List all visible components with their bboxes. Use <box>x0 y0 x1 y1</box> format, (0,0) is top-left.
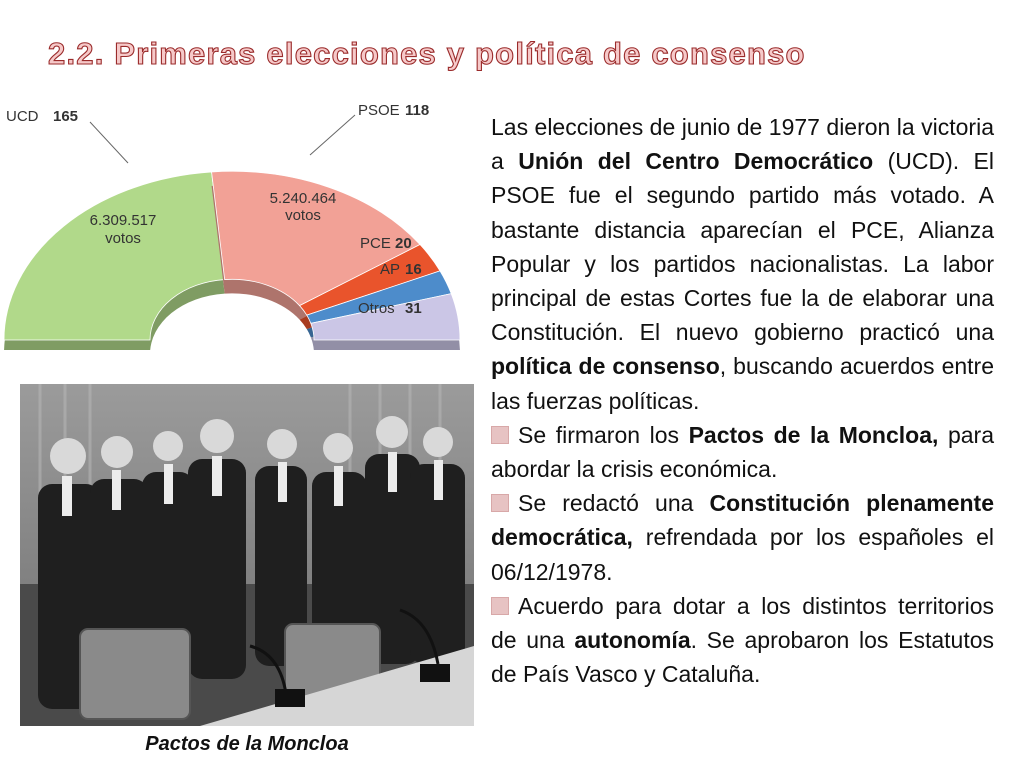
otros-label-name: Otros <box>358 300 395 317</box>
intro-text-3: , buscando acuerdos entre las fuerzas po… <box>491 353 995 414</box>
intro-text-1: Las elecciones de junio de 1977 dieron l… <box>491 114 994 175</box>
ucd-label-seats: 165 <box>53 108 78 125</box>
bullet-item-moncloa: Se firmaron los Pactos de la Moncloa, pa… <box>491 418 994 486</box>
square-bullet-icon <box>491 425 509 444</box>
slide-title: 2.2. Primeras elecciones y política de c… <box>47 35 806 71</box>
square-bullet-icon <box>491 494 509 513</box>
psoe-label-seats: 118 <box>405 102 429 119</box>
psoe-leader-line <box>309 114 356 156</box>
psoe-votes-word: votos <box>285 207 321 224</box>
ucd-votes: 6.309.517 <box>90 212 157 229</box>
intro-paragraph: Las elecciones de junio de 1977 dieron l… <box>491 110 994 418</box>
bullet-3-text-a: Acuerdo para dotar a los distintos terri… <box>491 592 994 654</box>
intro-bold-consenso: política de consenso <box>491 353 720 380</box>
ap-label-seats: 16 <box>405 261 422 278</box>
seat-chart: UCD 165 PSOE 118 6.309.517 votos 5.240.4… <box>3 102 461 350</box>
ucd-label-name: UCD <box>6 108 39 125</box>
bullet-item-autonomia: Acuerdo para dotar a los distintos terri… <box>491 589 994 692</box>
intro-bold-ucd: Unión del Centro Democrático <box>518 148 874 175</box>
bullet-2-text-c: refrendada por los españoles el 06/12/19… <box>491 524 994 585</box>
slice-ucd <box>3 171 226 341</box>
bullet-2-bold: Constitución plenamente democrática, <box>491 490 994 551</box>
photo-caption: Pactos de la Moncloa <box>145 733 349 755</box>
bullet-3-text-c: . Se aprobaron los Estatutos de País Vas… <box>491 627 994 688</box>
otros-label-seats: 31 <box>405 300 422 317</box>
ucd-leader-line <box>89 121 129 164</box>
ap-label-name: AP <box>380 261 400 278</box>
ucd-votes-word: votos <box>105 230 141 247</box>
pce-label-seats: 20 <box>395 235 412 252</box>
slice-otros <box>310 293 461 341</box>
moncloa-photo <box>20 384 474 726</box>
bullet-3-bold: autonomía <box>574 627 691 654</box>
photo-illustration <box>20 384 474 726</box>
pce-label-name: PCE <box>360 235 391 252</box>
bullet-2-text-a: Se redactó una <box>518 490 710 517</box>
bullet-item-constitucion: Se redactó una Constitución plenamente d… <box>491 486 994 589</box>
square-bullet-icon <box>491 596 509 615</box>
bullet-1-text-a: Se firmaron los <box>518 421 689 448</box>
psoe-label-name: PSOE <box>358 102 400 119</box>
bullet-1-text-c: para abordar la crisis económica. <box>491 421 994 483</box>
bullet-1-bold: Pactos de la Moncloa, <box>688 421 939 448</box>
intro-text-2: (UCD). El PSOE fue el segundo partido má… <box>491 148 995 346</box>
slice-psoe <box>211 170 421 307</box>
psoe-votes: 5.240.464 <box>270 190 337 207</box>
body-text: Las elecciones de junio de 1977 dieron l… <box>491 110 994 691</box>
